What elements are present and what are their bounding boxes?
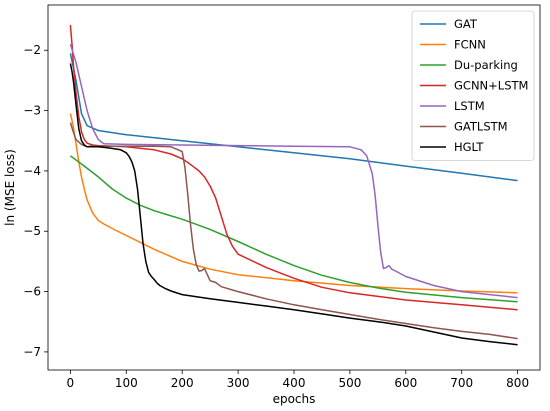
series-line-du-parking <box>69 155 518 303</box>
x-tick-label: 700 <box>450 376 473 390</box>
series-line-fcnn <box>69 113 518 294</box>
x-tick-label: 400 <box>283 376 306 390</box>
x-axis-label: epochs <box>273 392 316 406</box>
y-tick-label: −2 <box>23 43 41 57</box>
series-line-hglt <box>69 63 518 346</box>
x-tick-label: 100 <box>115 376 138 390</box>
legend-box <box>411 10 535 161</box>
legend-label-hglt: HGLT <box>454 140 484 154</box>
plot-lines <box>69 24 518 346</box>
legend-label-fcnn: FCNN <box>454 38 486 52</box>
x-tick-label: 500 <box>338 376 361 390</box>
y-tick-label: −4 <box>23 164 41 178</box>
x-tick-label: 600 <box>394 376 417 390</box>
x-tick-label: 800 <box>506 376 529 390</box>
series-line-gcnn-lstm <box>69 24 518 311</box>
legend-label-gcnn-lstm: GCNN+LSTM <box>454 79 528 93</box>
x-tick-label: 0 <box>67 376 75 390</box>
series-line-gat <box>69 53 518 182</box>
y-tick-label: −7 <box>23 345 41 359</box>
y-axis-ticks: −7 −6 −5 −4 −3 −2 <box>23 43 48 359</box>
x-axis-ticks: 0 100 200 300 400 500 600 700 800 <box>67 370 529 390</box>
legend-label-gatlstm: GATLSTM <box>454 120 508 134</box>
legend: GAT FCNN Du-parking GCNN+LSTM LSTM GATLSTM HGL… <box>411 10 535 161</box>
series-line-lstm <box>69 43 518 299</box>
y-axis-label: ln (MSE loss) <box>3 149 17 226</box>
x-tick-label: 200 <box>171 376 194 390</box>
y-tick-label: −3 <box>23 104 41 118</box>
legend-label-lstm: LSTM <box>454 99 485 113</box>
x-tick-label: 300 <box>227 376 250 390</box>
legend-label-du-parking: Du-parking <box>454 58 518 72</box>
legend-label-gat: GAT <box>454 17 478 31</box>
y-tick-label: −5 <box>23 224 41 238</box>
y-tick-label: −6 <box>23 285 41 299</box>
series-line-gatlstm <box>69 122 518 340</box>
